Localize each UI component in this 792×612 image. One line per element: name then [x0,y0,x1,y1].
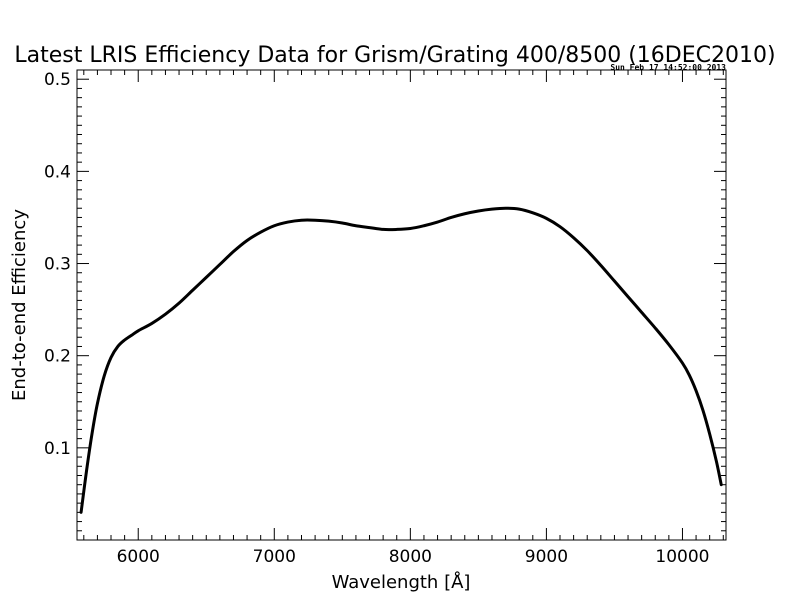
x-axis-label: Wavelength [Å] [332,571,471,593]
y-tick-label: 0.2 [44,347,71,367]
tick-labels: 6000 7000 8000 9000 10000 0.1 0.2 0.3 0.4 0.5 [44,70,710,567]
y-tick-label: 0.4 [44,162,71,182]
minor-ticks [77,69,726,540]
efficiency-series-line [79,206,723,514]
timestamp: Sun Feb 17 14:52:00 2013 [610,63,726,72]
x-tick-label: 9000 [525,547,568,567]
y-tick-label: 0.3 [44,255,71,275]
y-tick-label: 0.5 [44,70,71,90]
x-tick-label: 7000 [253,547,296,567]
x-tick-label: 8000 [389,547,432,567]
y-tick-label: 0.1 [44,439,71,459]
x-tick-label: 6000 [117,547,160,567]
y-axis-label: End-to-end Efficiency [9,209,30,401]
x-tick-label: 10000 [655,547,709,567]
chart-title: Latest LRIS Efficiency Data for Grism/Gr… [14,43,775,68]
major-ticks [77,70,726,540]
plot-frame [76,69,727,541]
